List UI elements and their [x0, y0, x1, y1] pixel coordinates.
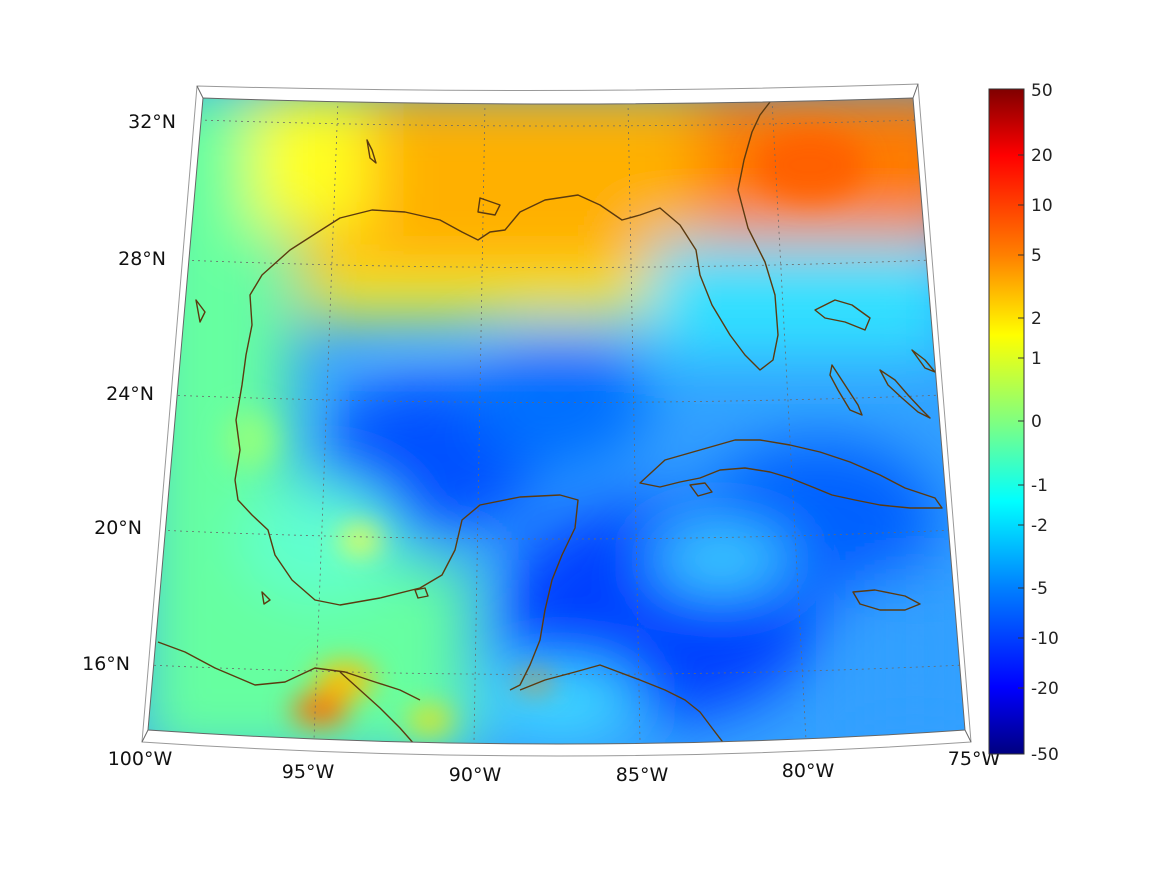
lat-label-16: 16°N — [82, 653, 130, 675]
lon-label-75: 75°W — [948, 748, 1001, 770]
lat-label-24: 24°N — [106, 383, 154, 405]
colorbar-label-10: 10 — [1031, 196, 1053, 216]
colorbar-label-m5: -5 — [1031, 579, 1048, 599]
map-field — [148, 98, 965, 744]
lon-label-95: 95°W — [282, 761, 335, 783]
lat-label-20: 20°N — [94, 517, 142, 539]
lon-label-85: 85°W — [616, 764, 669, 786]
lat-label-28: 28°N — [118, 248, 166, 270]
colorbar-label-2: 2 — [1031, 309, 1042, 329]
graticule — [148, 99, 965, 743]
colorbar: 50 20 10 5 2 1 0 -1 -2 -5 -10 -20 -50 — [988, 81, 1059, 765]
colorbar-label-0: 0 — [1031, 412, 1042, 432]
colorbar-label-m20: -20 — [1031, 679, 1059, 699]
lat-label-32: 32°N — [128, 111, 176, 133]
longitude-labels: 100°W 95°W 90°W 85°W 80°W 75°W — [108, 748, 1001, 786]
colorbar-label-20: 20 — [1031, 146, 1053, 166]
map-frame — [141, 83, 972, 757]
colorbar-label-50: 50 — [1031, 81, 1053, 101]
lon-label-80: 80°W — [782, 760, 835, 782]
colorbar-label-m10: -10 — [1031, 629, 1059, 649]
colorbar-label-m2: -2 — [1031, 516, 1048, 536]
colorbar-labels: 50 20 10 5 2 1 0 -1 -2 -5 -10 -20 -50 — [1031, 81, 1059, 765]
colorbar-label-5: 5 — [1031, 246, 1042, 266]
colorbar-label-m1: -1 — [1031, 476, 1048, 496]
coastline — [157, 101, 943, 744]
lon-label-100: 100°W — [108, 748, 173, 770]
latitude-labels: 32°N 28°N 24°N 20°N 16°N — [82, 111, 176, 675]
colorbar-label-1: 1 — [1031, 349, 1042, 369]
colorbar-label-m50: -50 — [1031, 745, 1059, 765]
colorbar-ticks — [1018, 154, 1024, 689]
lon-label-90: 90°W — [449, 764, 502, 786]
